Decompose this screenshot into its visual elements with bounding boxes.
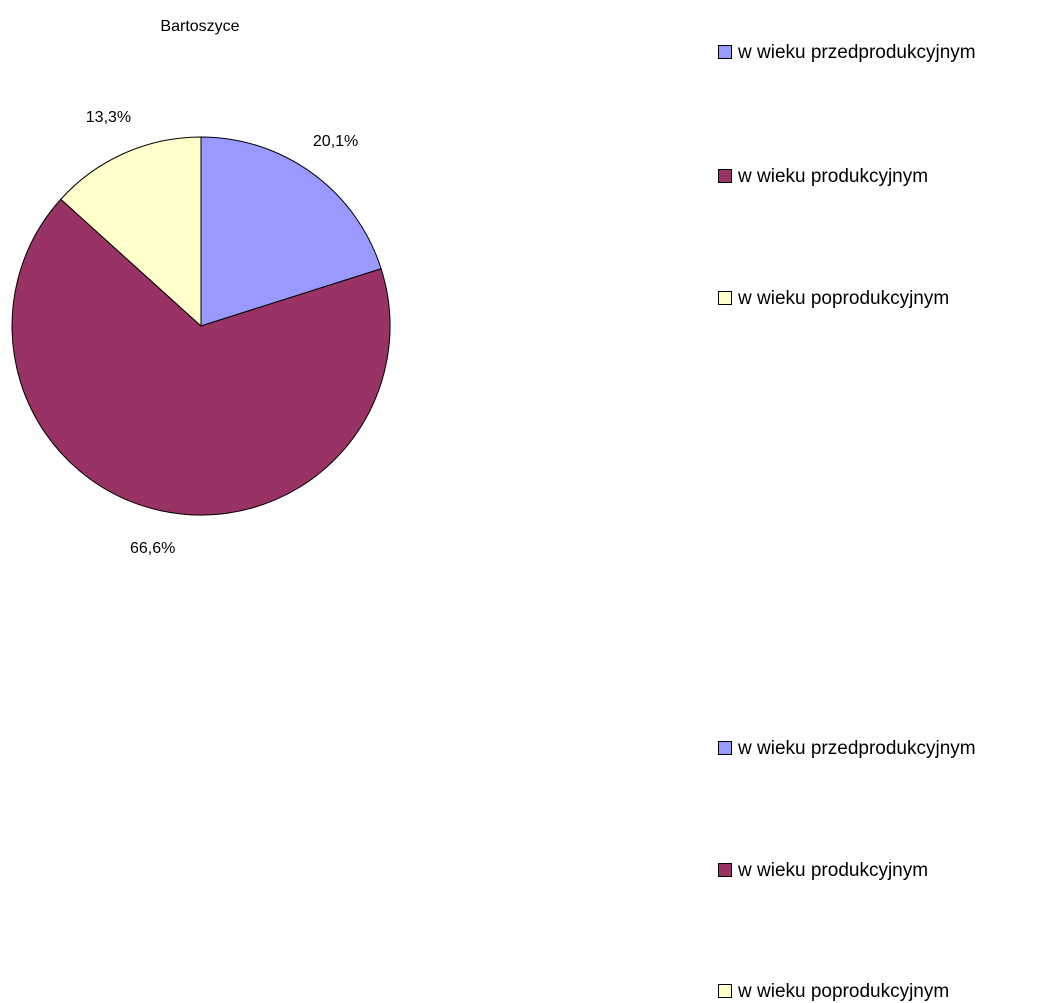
legend-item-poprodukcyjny: w wieku poprodukcyjnym xyxy=(718,981,949,1003)
chart-title: Bartoszyce xyxy=(160,18,240,35)
legend-label: w wieku poprodukcyjnym xyxy=(738,981,950,1002)
legend-label: w wieku poprodukcyjnym xyxy=(738,288,950,309)
legend-item-produkcyjny: w wieku produkcyjnym xyxy=(718,860,928,882)
legend-swatch-icon xyxy=(718,863,732,877)
legend-swatch-icon xyxy=(718,291,732,305)
legend-label: w wieku przedprodukcyjnym xyxy=(738,738,976,759)
legend-label: w wieku produkcyjnym xyxy=(738,860,929,881)
legend-item-poprodukcyjny: w wieku poprodukcyjnym xyxy=(718,288,949,310)
slice-przedprodukcyjny xyxy=(200,136,382,327)
legend-label: w wieku produkcyjnym xyxy=(738,166,929,187)
legend-item-produkcyjny: w wieku produkcyjnym xyxy=(718,166,928,188)
legend-swatch-icon xyxy=(718,984,732,998)
legend-label: w wieku przedprodukcyjnym xyxy=(738,42,976,63)
data-label: 13,3% xyxy=(86,109,131,126)
legend-swatch-icon xyxy=(718,741,732,755)
legend-item-przedprodukcyjny: w wieku przedprodukcyjnym xyxy=(718,42,976,64)
data-label: 20,1% xyxy=(313,133,358,150)
slice-produkcyjny xyxy=(11,198,391,516)
data-label: 66,6% xyxy=(130,540,175,557)
legend-swatch-icon xyxy=(718,169,732,183)
slice-poprodukcyjny xyxy=(60,136,202,328)
legend-swatch-icon xyxy=(718,45,732,59)
legend-item-przedprodukcyjny: w wieku przedprodukcyjnym xyxy=(718,738,976,760)
